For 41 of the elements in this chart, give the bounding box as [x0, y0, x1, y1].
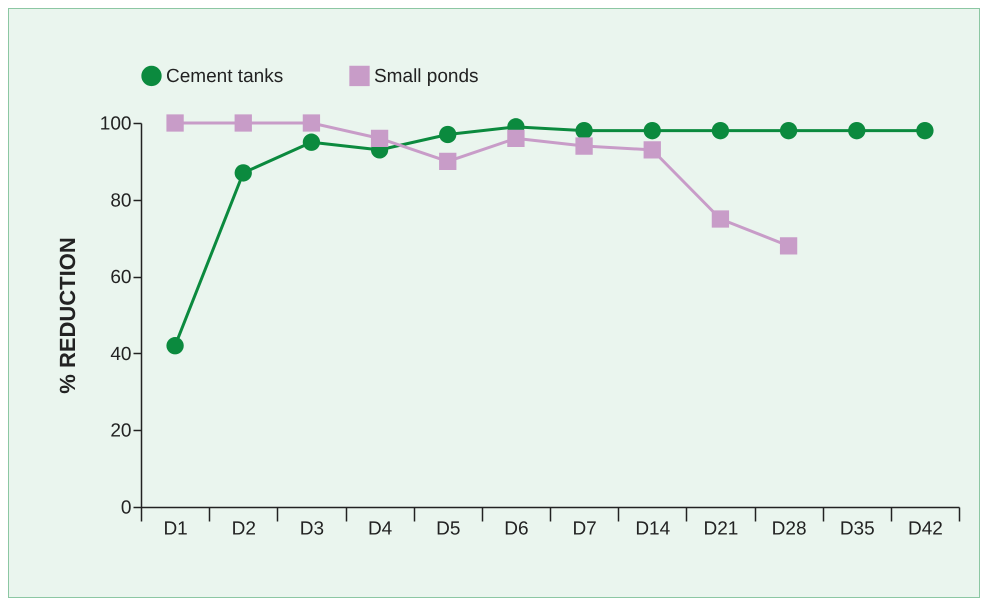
legend-label: Small ponds	[374, 66, 479, 87]
x-tick-label: D4	[368, 518, 393, 540]
y-tick-label: 0	[120, 498, 132, 518]
point	[780, 237, 798, 255]
x-tick-label: D2	[232, 518, 256, 540]
y-tick-label: 100	[100, 114, 132, 134]
point	[644, 122, 661, 140]
point	[848, 122, 866, 140]
point	[234, 114, 252, 132]
x-tick-label: D21	[703, 518, 738, 540]
x-tick-label: D28	[772, 518, 807, 540]
x-tick-label: D5	[436, 518, 460, 540]
point	[780, 122, 798, 140]
x-tick-label: D6	[504, 518, 529, 540]
point	[234, 164, 252, 182]
point	[166, 114, 184, 132]
point	[712, 210, 730, 228]
point	[302, 134, 320, 151]
point	[439, 126, 456, 144]
point	[302, 114, 320, 132]
y-tick-label: 20	[110, 420, 132, 442]
y-tick-label: 40	[110, 344, 132, 365]
point	[166, 337, 184, 354]
y-tick-label: 60	[110, 267, 132, 288]
x-tick-label: D7	[572, 518, 597, 540]
point	[370, 130, 388, 148]
x-tick-label: D42	[908, 518, 943, 540]
x-tick-label: D35	[840, 518, 875, 540]
y-tick-label: 80	[110, 190, 132, 212]
point	[712, 122, 730, 140]
x-tick-label: D3	[300, 518, 324, 540]
point	[507, 130, 525, 148]
x-tick-label: D1	[163, 518, 188, 540]
legend-label: Cement tanks	[166, 66, 284, 87]
point	[644, 141, 661, 159]
y-axis-title: % REDUCTION	[54, 237, 80, 394]
point	[439, 152, 456, 170]
point	[916, 122, 934, 140]
point	[575, 122, 593, 140]
point	[575, 137, 593, 155]
x-tick-label: D14	[635, 518, 671, 540]
